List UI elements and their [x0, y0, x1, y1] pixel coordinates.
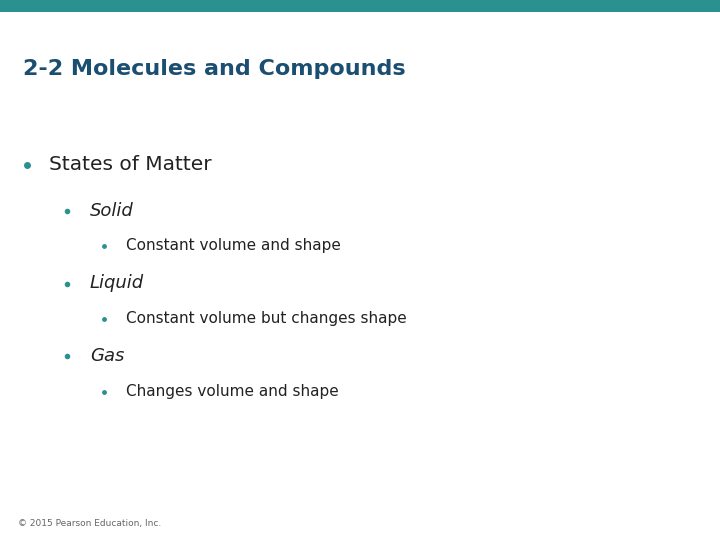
Text: Liquid: Liquid: [90, 274, 144, 293]
Text: 2-2 Molecules and Compounds: 2-2 Molecules and Compounds: [23, 59, 405, 79]
Text: Solid: Solid: [90, 201, 134, 220]
Text: © 2015 Pearson Education, Inc.: © 2015 Pearson Education, Inc.: [18, 519, 161, 528]
Text: Constant volume and shape: Constant volume and shape: [126, 238, 341, 253]
FancyBboxPatch shape: [0, 0, 720, 12]
Text: Constant volume but changes shape: Constant volume but changes shape: [126, 311, 407, 326]
Text: Changes volume and shape: Changes volume and shape: [126, 384, 338, 399]
Text: States of Matter: States of Matter: [49, 155, 212, 174]
Text: Gas: Gas: [90, 347, 125, 366]
